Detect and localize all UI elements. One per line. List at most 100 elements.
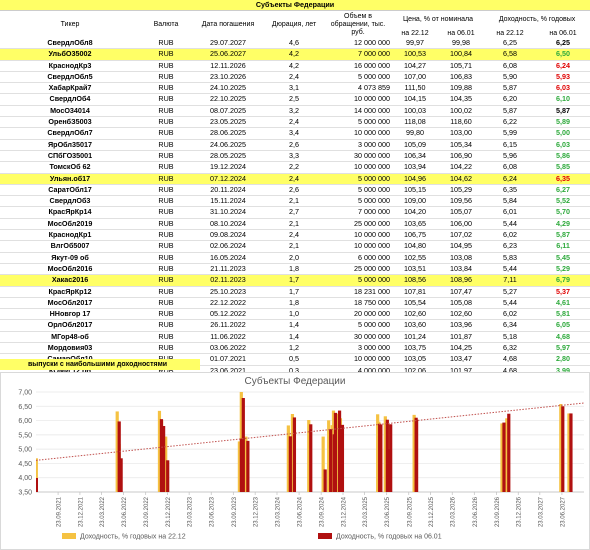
- bar: [164, 436, 168, 492]
- x-tick-label: 23.09.2023: [232, 496, 238, 527]
- bar: [335, 413, 340, 492]
- cell: 7 000 000: [324, 206, 392, 219]
- x-tick-label: 23.12.2026: [517, 496, 523, 527]
- cell: 08.10.2024: [192, 218, 264, 231]
- table-row: ТомскОб 62 RUB 19.12.2024 2,2 10 000 000 103,…: [0, 161, 590, 174]
- column-subheader: на 06.01: [549, 30, 577, 37]
- cell: 10 000 000: [324, 161, 392, 174]
- cell: RUB: [140, 184, 192, 197]
- ticker: ЯрОбл35017: [0, 139, 140, 151]
- cell: 103,47: [438, 353, 484, 366]
- cell: 3,4: [264, 127, 324, 140]
- ticker: СвердлОб3: [0, 195, 140, 208]
- table-row: Мордовия03 RUB 03.06.2022 1,2 3 000 000 103,7…: [0, 342, 590, 355]
- cell: 16.05.2024: [192, 252, 264, 264]
- ticker: ХабарКрай7: [0, 82, 140, 95]
- cell: 26.11.2022: [192, 319, 264, 332]
- bar: [237, 441, 241, 492]
- ticker: Хакас2016: [0, 274, 140, 287]
- cell: 106,34: [392, 150, 438, 163]
- table-row: Хакас2016 RUB 02.11.2023 1,7 5 000 000 108,56…: [0, 274, 590, 287]
- cell: 3,2: [264, 105, 324, 118]
- cell: 28.06.2025: [192, 127, 264, 140]
- cell: 6,05: [536, 319, 590, 332]
- x-tick-label: 23.03.2024: [275, 496, 281, 527]
- x-tick-label: 23.12.2021: [78, 496, 84, 527]
- ticker: СвердлОбл8: [0, 38, 140, 50]
- bar: [286, 425, 290, 492]
- cell: 5,97: [536, 342, 590, 355]
- ticker: МГор48-об: [0, 331, 140, 344]
- cell: 5,45: [536, 252, 590, 264]
- bar: [157, 410, 162, 492]
- column-header: Дюрация, лет: [271, 20, 317, 28]
- ticker: Якут-09 об: [0, 252, 140, 264]
- ticker: ННовгор 17: [0, 308, 140, 321]
- cell: 104,22: [438, 161, 484, 174]
- cell: 4,6: [264, 38, 324, 50]
- cell: 6,03: [536, 82, 590, 95]
- bar: [500, 423, 504, 492]
- cell: 106,90: [438, 150, 484, 163]
- cell: 4,2: [264, 48, 324, 61]
- cell: 3 000 000: [324, 139, 392, 151]
- cell: 3,1: [264, 82, 324, 95]
- bar: [329, 429, 333, 492]
- cell: 5,27: [484, 286, 536, 298]
- table-row: Ульян.об17 RUB 07.12.2024 2,4 5 000 000 104,9…: [0, 173, 590, 185]
- cell: 100,53: [392, 48, 438, 61]
- table-row: СвердлОбл8 RUB 29.07.2027 4,6 12 000 000 99,9…: [0, 38, 590, 50]
- cell: 2,4: [264, 116, 324, 129]
- x-tick-label: 23.09.2021: [57, 496, 63, 527]
- ticker: МосО34014: [0, 105, 140, 118]
- bar: [332, 434, 336, 492]
- cell: 5,83: [484, 252, 536, 264]
- cell: 18 750 000: [324, 297, 392, 310]
- cell: 6,08: [484, 60, 536, 72]
- table-row: ОренбЗ5003 RUB 23.05.2025 2,4 5 000 000 118,0…: [0, 116, 590, 129]
- cell: 6,24: [536, 60, 590, 72]
- cell: 107,00: [392, 71, 438, 84]
- x-tick-label: 23.03.2027: [538, 496, 544, 527]
- bar: [244, 436, 248, 492]
- cell: 6,24: [484, 173, 536, 185]
- cell: 103,65: [392, 218, 438, 231]
- cell: 2,6: [264, 139, 324, 151]
- cell: 106,00: [438, 218, 484, 231]
- legend-swatch: [62, 533, 76, 539]
- cell: 4 073 859: [324, 82, 392, 95]
- cell: 5 000 000: [324, 184, 392, 197]
- cell: 102,60: [438, 308, 484, 321]
- cell: 05.12.2022: [192, 308, 264, 321]
- legend-swatch: [318, 533, 332, 539]
- y-tick-label: 6,00: [18, 418, 32, 425]
- cell: 99,97: [392, 38, 438, 50]
- ticker: КрасЯрКр14: [0, 206, 140, 219]
- cell: 5,90: [484, 71, 536, 84]
- cell: 5,87: [536, 105, 590, 118]
- bar: [246, 440, 250, 492]
- cell: RUB: [140, 229, 192, 242]
- bar: [569, 413, 573, 492]
- ticker: Мордовия03: [0, 342, 140, 355]
- ticker: ВлгОб5007: [0, 240, 140, 253]
- ticker: ОренбЗ5003: [0, 116, 140, 129]
- table-row: КрасЯрКр14 RUB 31.10.2024 2,7 7 000 000 104,2…: [0, 206, 590, 219]
- cell: 22.10.2025: [192, 93, 264, 106]
- chart: Субъекты Федерации 3,50 4,00 4,50 5,00 5,50 6…: [0, 372, 590, 550]
- bar: [117, 421, 121, 492]
- cell: 6,22: [484, 116, 536, 129]
- cell: 109,00: [392, 195, 438, 208]
- bar: [412, 414, 416, 492]
- cell: 6,25: [536, 38, 590, 50]
- x-tick-label: 23.09.2022: [144, 496, 150, 527]
- cell: 1,7: [264, 274, 324, 287]
- cell: 2,1: [264, 195, 324, 208]
- bar: [36, 458, 38, 492]
- cell: 6,34: [484, 319, 536, 332]
- cell: 105,34: [438, 139, 484, 151]
- cell: 09.08.2024: [192, 229, 264, 242]
- cell: 15.11.2024: [192, 195, 264, 208]
- cell: 2,80: [536, 353, 590, 366]
- cell: 5 000 000: [324, 173, 392, 185]
